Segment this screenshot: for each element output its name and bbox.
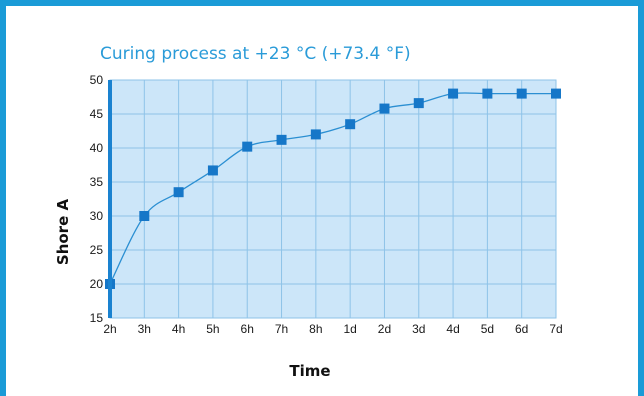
x-axis-label: Time xyxy=(289,362,330,380)
data-point xyxy=(379,103,390,114)
x-tick-label: 6h xyxy=(241,322,254,336)
x-tick-label: 5h xyxy=(206,322,219,336)
data-point xyxy=(448,88,459,99)
data-point xyxy=(310,129,321,140)
x-tick-label: 1d xyxy=(343,322,356,336)
data-point xyxy=(242,141,253,152)
chart-title: Curing process at +23 °C (+73.4 °F) xyxy=(100,44,411,64)
data-point xyxy=(276,134,287,145)
data-point xyxy=(551,88,561,99)
y-tick-label: 25 xyxy=(90,243,104,257)
data-point xyxy=(207,165,218,176)
x-tick-label: 2h xyxy=(103,322,116,336)
y-tick-label: 35 xyxy=(90,175,104,189)
plot-area xyxy=(109,79,557,319)
x-tick-label: 7h xyxy=(275,322,288,336)
data-point xyxy=(482,88,493,99)
x-tick-label: 3h xyxy=(138,322,151,336)
y-tick-label: 40 xyxy=(90,141,104,155)
y-axis-label: Shore A xyxy=(54,199,72,266)
data-point xyxy=(413,98,424,109)
y-tick-label: 50 xyxy=(90,73,104,87)
x-tick-label: 5d xyxy=(481,322,494,336)
x-tick-label: 3d xyxy=(412,322,425,336)
y-tick-label: 45 xyxy=(90,107,104,121)
x-tick-label: 2d xyxy=(378,322,391,336)
y-tick-label: 15 xyxy=(90,311,104,325)
y-tick-label: 30 xyxy=(90,209,104,223)
x-tick-label: 8h xyxy=(309,322,322,336)
y-tick-labels: 15 20 25 30 35 40 45 50 xyxy=(90,73,104,325)
x-tick-label: 7d xyxy=(549,322,562,336)
x-tick-label: 6d xyxy=(515,322,528,336)
y-tick-label: 20 xyxy=(90,277,104,291)
x-tick-labels: 2h 3h 4h 5h 6h 7h 8h 1d 2d 3d 4d 5d 6d 7d xyxy=(103,322,562,336)
y-axis-line xyxy=(108,80,112,318)
data-point xyxy=(139,211,150,221)
data-point xyxy=(345,119,356,130)
x-tick-label: 4h xyxy=(172,322,185,336)
data-point xyxy=(173,187,184,198)
x-tick-label: 4d xyxy=(446,322,459,336)
data-point xyxy=(516,88,527,99)
